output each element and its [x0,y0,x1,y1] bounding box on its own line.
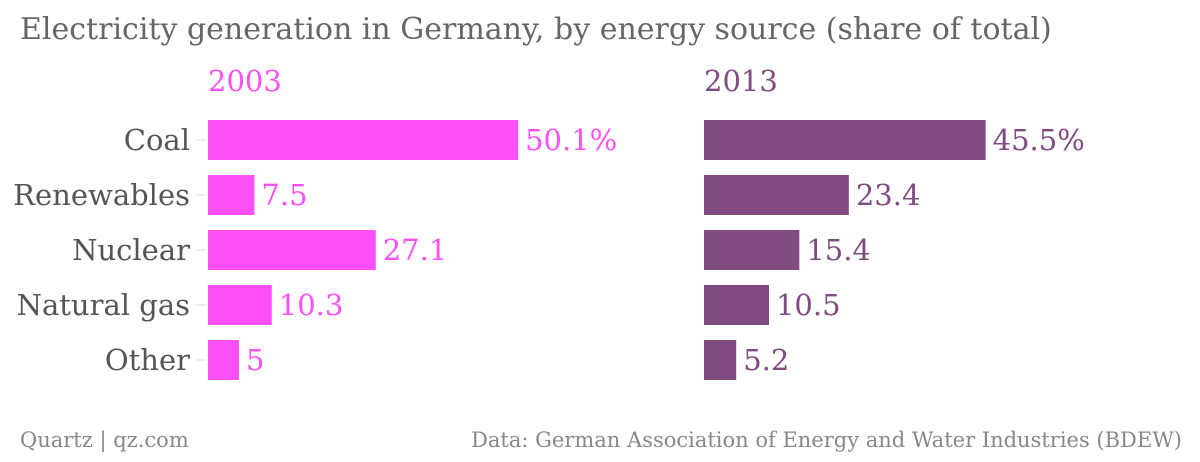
footer-data-source: Data: German Association of Energy and W… [471,428,1182,452]
bar-2013-0 [704,120,986,160]
footer-credit: Quartz | qz.com [20,428,189,452]
bar-2003-0 [208,120,519,160]
bar-2013-1 [704,175,849,215]
bar-2003-4 [208,340,239,380]
category-label: Coal [124,123,190,157]
data-label: 10.5 [776,288,841,322]
data-label: 5.2 [743,343,789,377]
bar-2003-3 [208,285,272,325]
bar-2013-3 [704,285,769,325]
data-label: 50.1% [525,123,617,157]
data-label: 10.3 [279,288,344,322]
category-label: Nuclear [72,233,190,267]
panel-title-2003: 2003 [208,64,282,98]
category-label: Natural gas [17,288,190,322]
data-label: 45.5% [993,123,1085,157]
chart-title: Electricity generation in Germany, by en… [20,12,1052,47]
data-label: 27.1 [383,233,448,267]
bar-2003-1 [208,175,255,215]
bar-2003-2 [208,230,376,270]
category-label: Renewables [13,178,190,212]
bar-2013-2 [704,230,800,270]
data-label: 5 [246,343,264,377]
panel-title-2013: 2013 [704,64,778,98]
category-label: Other [105,343,190,377]
data-label: 7.5 [261,178,307,212]
bar-2013-4 [704,340,737,380]
data-label: 23.4 [856,178,921,212]
data-label: 15.4 [806,233,871,267]
